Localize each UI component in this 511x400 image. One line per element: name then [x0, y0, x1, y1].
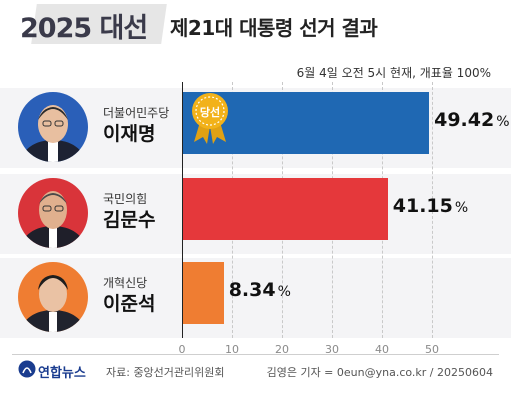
candidate-photo-3: [18, 262, 88, 332]
candidate-name-3: 이준석: [103, 293, 156, 315]
page-subtitle: 제21대 대통령 선거 결과: [170, 16, 378, 40]
source-label: 자료: 중앙선거관리위원회: [106, 366, 225, 379]
x-tick-label-30: 30: [325, 343, 339, 356]
party-name-1: 더불어민주당: [103, 106, 170, 120]
party-name-2: 국민의힘: [103, 192, 148, 206]
x-tick-label-50: 50: [425, 343, 439, 356]
credit-label: 김영은 기자 = 0eun@yna.co.kr / 20250604: [266, 366, 493, 379]
candidate-name-1: 이재명: [103, 123, 156, 145]
value-label-2: 41.15%: [392, 195, 469, 217]
party-name-3: 개혁신당: [103, 276, 148, 290]
winner-badge-label: 당선: [200, 105, 220, 119]
candidate-photo-1: [18, 92, 88, 162]
x-tick-label-40: 40: [375, 343, 389, 356]
count-status: 6월 4일 오전 5시 현재, 개표율 100%: [296, 66, 491, 80]
candidate-name-2: 김문수: [103, 209, 156, 231]
bar-lee-jun-seok: [183, 262, 224, 324]
y-axis-line: [182, 82, 183, 338]
page-title: 2025 대선: [20, 13, 148, 44]
value-label-3: 8.34%: [228, 279, 291, 301]
bar-kim-moon-soo: [183, 178, 388, 240]
x-tick-label-0: 0: [178, 343, 186, 356]
logo-text: 연합뉴스: [38, 366, 86, 381]
x-tick-label-10: 10: [225, 343, 239, 356]
rosette-badge-icon: 당선: [190, 92, 230, 148]
footer-divider: [12, 354, 499, 355]
gridline-50: [432, 82, 433, 338]
value-label-1: 49.42%: [434, 109, 510, 131]
yonhap-logo-icon: [18, 360, 36, 382]
candidate-photo-2: [18, 178, 88, 248]
x-tick-label-20: 20: [275, 343, 289, 356]
